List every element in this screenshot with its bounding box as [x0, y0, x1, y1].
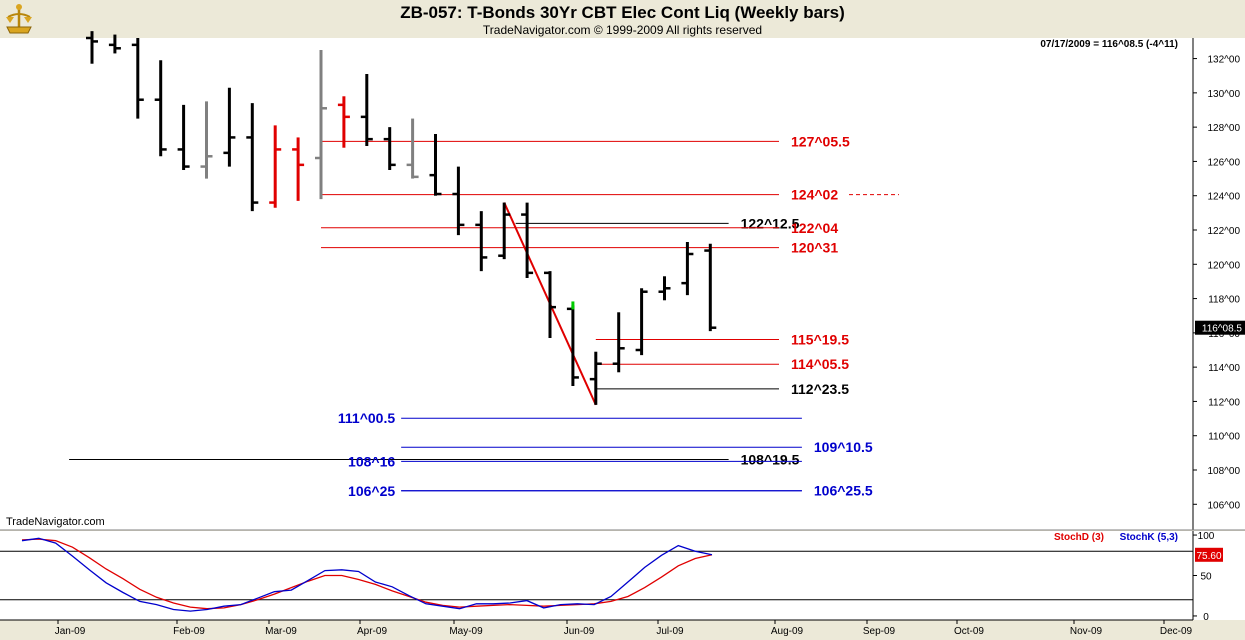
ohlc-bar	[108, 34, 121, 54]
price-panel	[0, 38, 1193, 530]
legend-entry: StochD (3)	[1054, 532, 1104, 543]
ohlc-bar	[612, 312, 625, 373]
title-bar: ZB-057: T-Bonds 30Yr CBT Elec Cont Liq (…	[0, 0, 1245, 38]
price-tick-label: 110^00	[1208, 432, 1240, 443]
date-tick-label: Nov-09	[1070, 626, 1103, 637]
stoch-last-label: 75.60	[1196, 551, 1221, 562]
date-tick-label: Mar-09	[265, 626, 297, 637]
price-tick-label: 108^00	[1208, 466, 1241, 477]
date-tick-label: Sep-09	[863, 626, 896, 637]
level-label: 108^19.5	[741, 452, 800, 468]
level-label: 122^04	[791, 220, 838, 236]
price-tick-label: 122^00	[1208, 226, 1241, 237]
stoch-panel	[0, 531, 1193, 620]
watermark-text: TradeNavigator.com	[6, 516, 105, 528]
last-price-label: 116^08.5	[1202, 324, 1243, 335]
level-label: 114^05.5	[791, 356, 849, 372]
level-label: 112^23.5	[791, 381, 849, 397]
ohlc-bar	[704, 243, 717, 332]
ohlc-bar	[635, 288, 648, 356]
date-axis: Jan-09 Feb-09 Mar-09 Apr-09 May-09 Jun-09 Jul-…	[55, 620, 1193, 637]
price-tick-label: 120^00	[1208, 260, 1241, 271]
last-price-box	[1195, 320, 1245, 335]
date-tick-label: Dec-09	[1160, 626, 1193, 637]
ohlc-bar	[154, 60, 167, 157]
price-tick-label: 112^00	[1208, 397, 1240, 408]
price-tick-label: 114^00	[1208, 363, 1240, 374]
stoch-tick-label: 50	[1200, 572, 1212, 583]
level-label: 106^25	[348, 483, 395, 499]
ohlc-bar	[429, 134, 442, 196]
stoch-plot: 0 50 100 75.60	[0, 531, 1223, 623]
ohlc-bar	[269, 125, 282, 208]
date-tick-label: Oct-09	[954, 626, 984, 637]
ohlc-bar	[86, 31, 98, 64]
ohlc-bar	[315, 50, 327, 200]
ohlc-bar	[200, 101, 213, 179]
level-label: 127^05.5	[791, 133, 850, 149]
copyright-text: TradeNavigator.com © 1999-2009 All right…	[482, 23, 763, 37]
level-label: 109^10.5	[814, 439, 873, 455]
ohlc-bar	[658, 276, 671, 301]
price-tick-label: 124^00	[1208, 192, 1241, 203]
stoch-tick-label: 100	[1198, 531, 1215, 542]
level-label: 120^31	[791, 240, 838, 256]
last-quote-text: 07/17/2009 = 116^08.5 (-4^11)	[1040, 39, 1178, 50]
price-tick-label: 128^00	[1208, 123, 1241, 134]
price-tick-label: 106^00	[1208, 500, 1241, 511]
stoch-tick-label: 0	[1203, 612, 1209, 623]
stoch-last-box	[1195, 547, 1223, 562]
ohlc-bar	[452, 166, 465, 236]
ohlc-bar	[498, 202, 511, 260]
date-tick-label: Jun-09	[564, 626, 595, 637]
price-tick-label: 132^00	[1208, 55, 1241, 66]
price-tick-label: 118^00	[1208, 295, 1240, 306]
date-tick-label: Feb-09	[173, 626, 205, 637]
date-tick-label: Jul-09	[656, 626, 684, 637]
level-label: 106^25.5	[814, 483, 873, 499]
stoch-series-line	[21, 537, 713, 612]
level-label: 124^02	[791, 187, 838, 203]
price-plot: 106^00108^00110^00112^00114^00116^00118^…	[69, 31, 1245, 511]
ohlc-bar	[681, 242, 694, 296]
ohlc-bar	[177, 104, 190, 170]
level-label: 111^00.5	[338, 410, 395, 426]
chart-title: ZB-057: T-Bonds 30Yr CBT Elec Cont Liq (…	[400, 3, 845, 22]
ohlc-bar	[223, 87, 236, 167]
stoch-axis-panel	[1193, 531, 1245, 620]
level-label: 108^16	[348, 453, 395, 469]
ohlc-bar	[360, 74, 373, 146]
ohlc-bar	[383, 127, 396, 170]
ohlc-bar	[337, 96, 350, 148]
date-axis-panel	[0, 620, 1245, 640]
date-tick-label: May-09	[449, 626, 483, 637]
ohlc-bar	[246, 103, 259, 212]
ohlc-bar	[292, 137, 305, 201]
price-tick-label: 130^00	[1208, 89, 1241, 100]
level-label: 115^19.5	[791, 332, 849, 348]
date-tick-label: Apr-09	[357, 626, 387, 637]
ohlc-bar	[475, 211, 488, 272]
ohlc-bar	[131, 38, 144, 119]
ohlc-bar	[544, 271, 556, 338]
date-tick-label: Jan-09	[55, 626, 86, 637]
legend-entry: StochK (5,3)	[1120, 532, 1178, 543]
price-axis-panel	[1193, 38, 1245, 530]
ohlc-bar	[521, 202, 534, 278]
ohlc-bar	[406, 118, 419, 179]
date-tick-label: Aug-09	[771, 626, 804, 637]
price-tick-label: 126^00	[1208, 157, 1241, 168]
stoch-legend: StochD (3) StochK (5,3)	[1054, 532, 1178, 543]
trade-navigator-logo-icon	[6, 4, 32, 34]
ohlc-bar	[589, 351, 602, 405]
